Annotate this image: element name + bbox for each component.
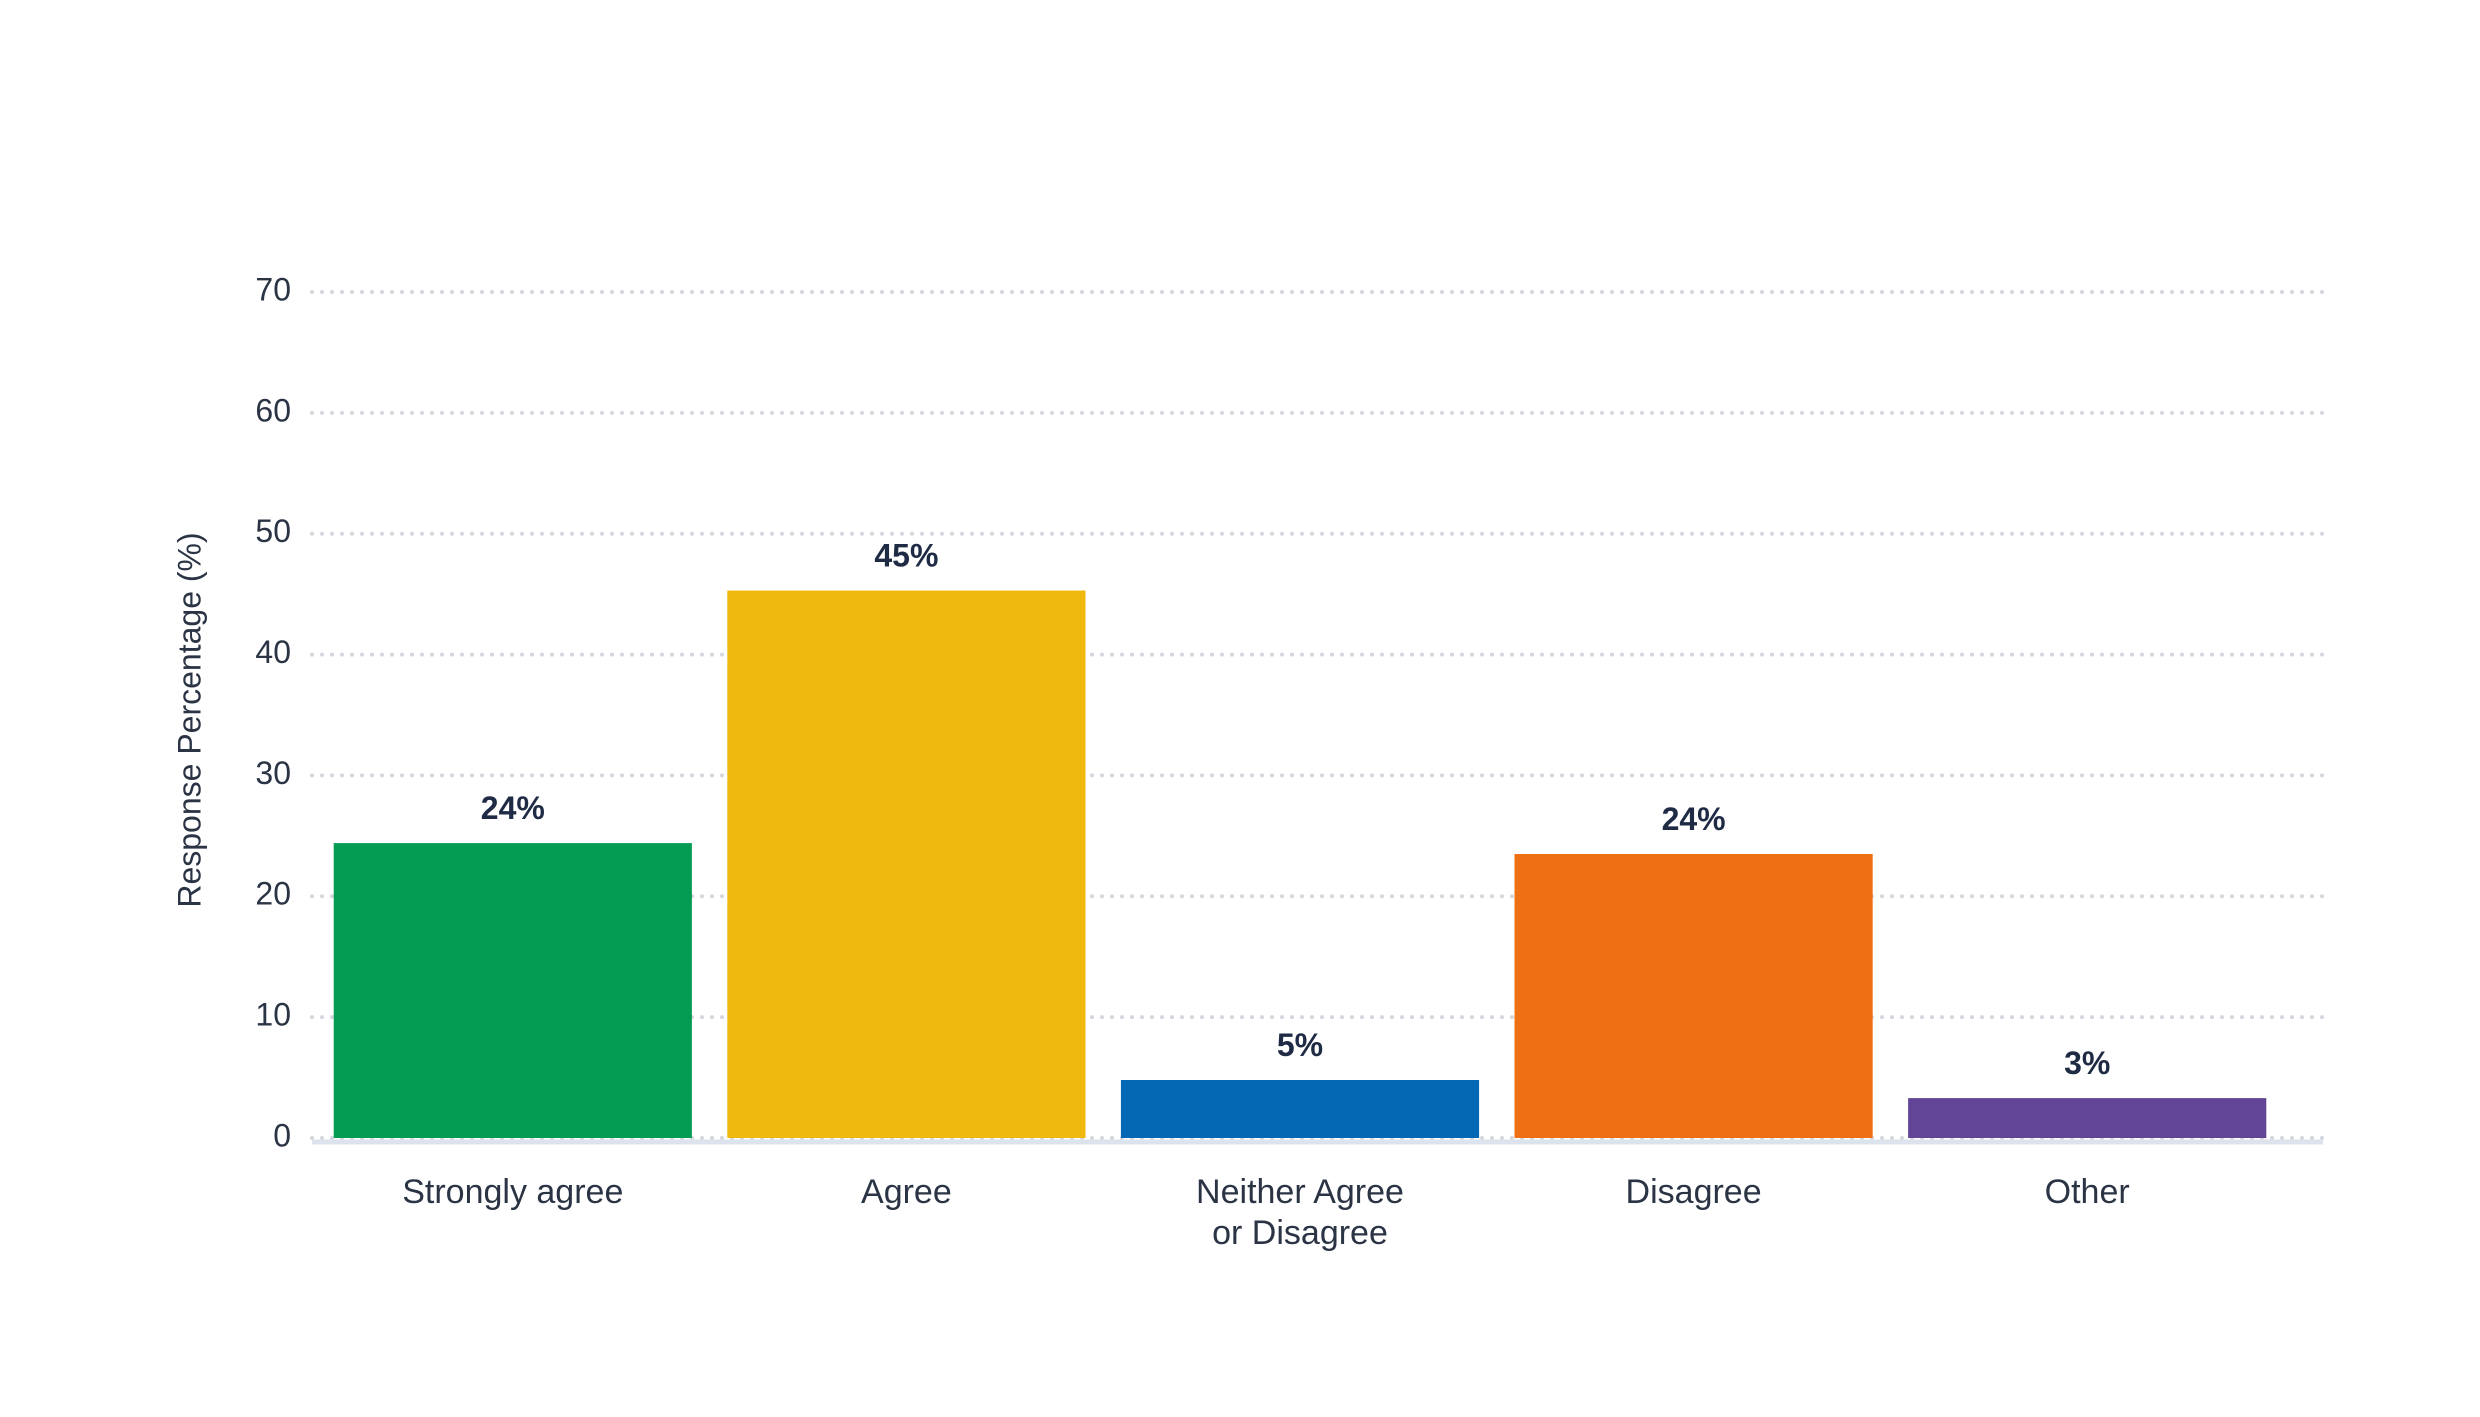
- y-tick-label: 60: [255, 392, 291, 428]
- data-label: 45%: [874, 538, 938, 574]
- bar: [1908, 1098, 2267, 1138]
- x-tick-label: Strongly agree: [402, 1173, 624, 1211]
- x-tick-label: Disagree: [1625, 1173, 1762, 1211]
- x-tick-label: Agree: [861, 1173, 952, 1211]
- bar: [1514, 853, 1873, 1138]
- y-tick-label: 70: [255, 271, 291, 307]
- x-tick-label: Neither Agree or Disagree: [1196, 1173, 1404, 1252]
- y-tick-label: 30: [255, 755, 291, 791]
- data-label: 3%: [2064, 1045, 2110, 1081]
- data-label: 5%: [1277, 1027, 1323, 1063]
- bar: [333, 843, 692, 1138]
- y-tick-label: 40: [255, 634, 291, 670]
- y-tick-label: 0: [273, 1117, 291, 1153]
- bar: [727, 590, 1086, 1138]
- x-tick-label: Other: [2044, 1173, 2130, 1211]
- y-tick-label: 50: [255, 513, 291, 549]
- y-tick-label: 20: [255, 876, 291, 912]
- data-label: 24%: [481, 790, 545, 826]
- y-tick-label: 10: [255, 997, 291, 1033]
- data-label: 24%: [1662, 801, 1726, 837]
- y-axis-title: Response Percentage (%): [171, 532, 207, 907]
- bar: [1120, 1079, 1480, 1138]
